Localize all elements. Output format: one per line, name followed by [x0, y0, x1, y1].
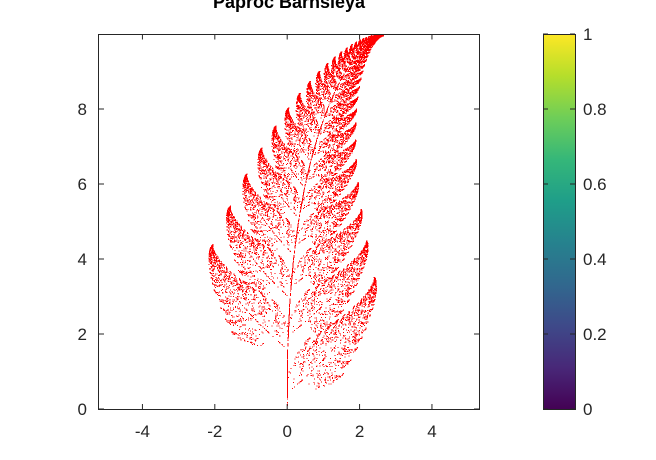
y-tick-label: 8	[78, 100, 87, 119]
x-tick-label: 4	[427, 422, 436, 441]
colorbar	[543, 34, 576, 410]
colorbar-tick-label: 0.2	[583, 325, 607, 344]
x-tick-label: -4	[135, 422, 150, 441]
x-tick-label: -2	[207, 422, 222, 441]
colorbar-tick-label: 0.8	[583, 100, 607, 119]
chart-title: Paproc Barnsleya	[213, 0, 366, 12]
colorbar-tick-label: 0.4	[583, 250, 607, 269]
colorbar-axis: 0 0.2 0.4 0.6 0.8 1	[543, 25, 607, 419]
x-tick-label: 0	[282, 422, 291, 441]
fern-scatter-series	[208, 34, 384, 406]
colorbar-tick-label: 0	[583, 400, 592, 419]
fern-points	[208, 34, 384, 406]
y-tick-label: 6	[78, 175, 87, 194]
y-tick-label: 2	[78, 325, 87, 344]
colorbar-tick-label: 1	[583, 25, 592, 44]
y-tick-label: 0	[78, 400, 87, 419]
y-axis: 0 2 4 6 8	[78, 100, 479, 419]
x-tick-label: 2	[355, 422, 364, 441]
plot-frame	[98, 34, 480, 410]
x-axis: -4 -2 0 2 4	[135, 34, 437, 441]
y-tick-label: 4	[78, 250, 87, 269]
colorbar-tick-label: 0.6	[583, 175, 607, 194]
